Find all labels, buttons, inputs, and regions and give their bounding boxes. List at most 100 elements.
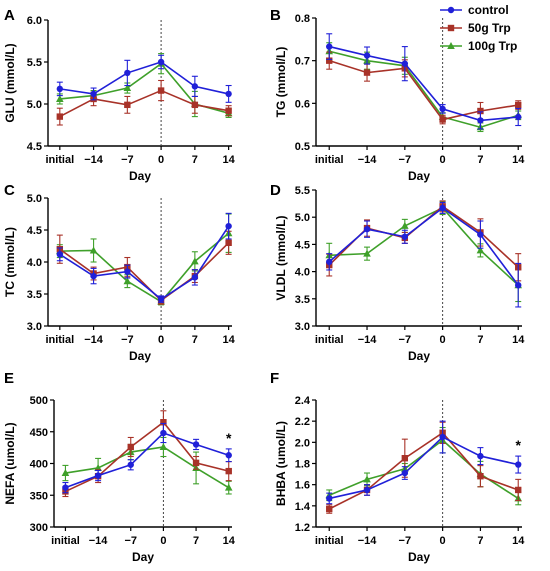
y-tick-label: 4.0 (295, 267, 310, 279)
x-tick-label: −7 (399, 154, 412, 166)
data-point (157, 87, 165, 94)
x-tick-label: 0 (158, 154, 164, 166)
series-control (56, 212, 232, 303)
x-tick-label: 0 (440, 535, 446, 547)
series-line (328, 439, 519, 500)
x-tick-label: 14 (223, 535, 236, 547)
data-point (225, 90, 232, 98)
x-axis-title: Day (408, 349, 430, 363)
data-point (224, 483, 233, 491)
panel-f: 1.2 1.4 1.6 1.8 2.0 2.2 2.4 initial −14 −7 0 7 14 Day… (270, 370, 525, 564)
data-point (160, 419, 167, 426)
y-tick-label: 1.8 (295, 459, 310, 471)
series-line (65, 446, 230, 489)
y-axis-title: NEFA (umol/L) (3, 422, 17, 504)
series-control (56, 54, 232, 103)
y-tick-label: 3.0 (295, 321, 310, 333)
y-axis-title: TC (mmol/L) (3, 227, 17, 297)
data-point (191, 101, 199, 109)
data-point (225, 239, 232, 246)
data-point (326, 505, 333, 513)
x-tick-label: 7 (193, 535, 199, 547)
data-point (225, 222, 232, 230)
data-point (477, 107, 484, 115)
data-point (160, 429, 167, 437)
y-tick-label: 1.4 (295, 501, 311, 513)
x-tick-label: −14 (358, 535, 378, 547)
y-tick-label: 4.0 (27, 257, 42, 269)
data-point (363, 249, 371, 257)
x-tick-label: −7 (399, 334, 412, 346)
data-point (515, 113, 522, 121)
x-tick-label: 7 (477, 334, 483, 346)
y-tick-label: 2.0 (295, 437, 310, 449)
y-tick-label: 450 (30, 427, 48, 439)
y-tick-label: 1.6 (295, 480, 310, 492)
x-axis-title: Day (129, 349, 151, 363)
x-tick-label: −14 (358, 154, 378, 166)
data-point (439, 433, 446, 441)
x-tick-label: 0 (158, 334, 164, 346)
legend-item: 50g Trp (440, 21, 511, 35)
series-line (59, 61, 229, 95)
x-tick-label: 7 (192, 334, 198, 346)
series-line (65, 432, 229, 489)
data-point (127, 443, 134, 451)
series-line (59, 89, 229, 118)
series-line (329, 45, 519, 122)
y-tick-label: 1.2 (295, 522, 310, 534)
data-point (94, 472, 102, 479)
data-point (401, 233, 409, 240)
data-point (326, 57, 333, 64)
y-tick-label: 5.0 (295, 212, 310, 224)
x-tick-label: 7 (477, 154, 483, 166)
legend-marker (447, 24, 455, 32)
y-tick-label: 5.0 (27, 99, 42, 111)
series-line (65, 421, 229, 493)
data-point (363, 475, 371, 483)
y-tick-label: 400 (30, 459, 48, 471)
data-point (225, 452, 232, 459)
x-tick-label: 0 (440, 154, 446, 166)
legend-item: 100g Trp (440, 39, 517, 53)
data-point (225, 107, 232, 114)
x-tick-label: 7 (192, 154, 198, 166)
data-point (326, 43, 333, 50)
data-point (439, 204, 446, 212)
y-tick-label: 3.5 (295, 294, 310, 306)
legend-label: control (468, 3, 509, 17)
data-point (191, 274, 199, 281)
data-point (90, 90, 97, 98)
data-point (401, 221, 409, 229)
y-tick-label: 0.6 (295, 98, 310, 110)
series-line (329, 50, 519, 129)
data-point (326, 258, 333, 266)
data-point (61, 469, 70, 477)
series-100g-trp (56, 53, 233, 118)
panel-letter: E (4, 370, 14, 387)
x-tick-label: 14 (222, 334, 235, 346)
y-tick-label: 0.8 (295, 13, 310, 25)
data-point (157, 295, 165, 303)
y-tick-label: 4.5 (27, 225, 42, 237)
y-tick-label: 500 (30, 395, 48, 407)
legend-item: control (440, 3, 509, 17)
data-point (56, 113, 64, 120)
data-point (127, 461, 134, 468)
data-point (94, 463, 102, 471)
y-axis-title: BHBA (umol/L) (274, 421, 288, 506)
x-tick-label: 14 (512, 535, 525, 547)
x-tick-label: −7 (121, 154, 134, 166)
data-point (515, 486, 522, 494)
data-point (515, 282, 522, 289)
data-point (123, 277, 132, 285)
series-line (328, 206, 519, 286)
series-control (326, 33, 522, 130)
x-tick-label: 7 (477, 535, 483, 547)
data-point (56, 251, 64, 258)
x-tick-label: initial (315, 154, 344, 166)
data-point (401, 469, 409, 477)
x-tick-label: 14 (222, 154, 235, 166)
x-tick-label: 0 (440, 334, 446, 346)
x-tick-label: −14 (358, 334, 378, 346)
